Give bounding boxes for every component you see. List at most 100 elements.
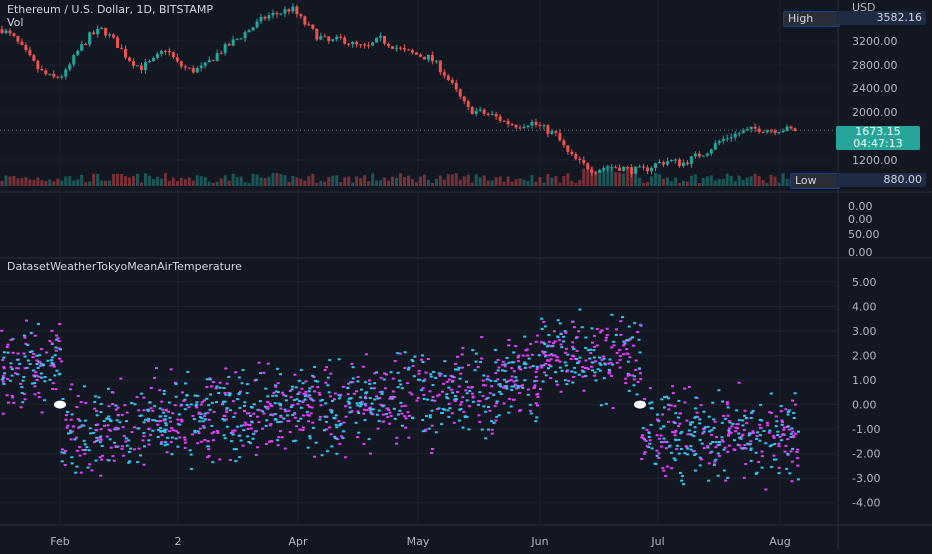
temperature-dot [222, 419, 226, 422]
temperature-dot [458, 408, 462, 411]
temperature-dot [78, 454, 82, 457]
temperature-dot [737, 432, 741, 435]
candle-body [275, 13, 279, 15]
temperature-dot [689, 421, 693, 424]
temperature-dot [755, 471, 759, 474]
temperature-dot [525, 354, 529, 357]
temperature-dot [650, 401, 654, 404]
temperature-dot [156, 423, 160, 426]
temperature-dot [436, 394, 440, 397]
temperature-dot [383, 387, 387, 390]
candle-body [494, 113, 498, 117]
temperature-dot [430, 451, 434, 454]
temperature-dot [171, 429, 175, 432]
candle-body [155, 53, 159, 58]
temperature-dot [256, 408, 260, 411]
volume-bar [717, 178, 721, 186]
temperature-dot [152, 419, 156, 422]
volume-bar [323, 181, 327, 186]
temperature-dot [382, 378, 386, 381]
temperature-dot [626, 339, 630, 342]
temperature-dot [301, 429, 305, 432]
temperature-dot [291, 385, 295, 388]
temperature-dot [320, 398, 324, 401]
temperature-dot [368, 452, 372, 455]
candle-body [135, 65, 139, 67]
temperature-dot [180, 418, 184, 421]
candle-body [550, 131, 554, 134]
temperature-dot [142, 421, 146, 424]
volume-bar [474, 174, 478, 186]
temperature-dot [159, 442, 163, 445]
temperature-dot [406, 368, 410, 371]
temperature-dot [796, 448, 800, 451]
volume-bar [693, 174, 697, 186]
temperature-dot [673, 434, 677, 437]
volume-bar [769, 174, 773, 186]
temperature-dot [316, 386, 320, 389]
volume-bar [709, 175, 713, 186]
temperature-dot [560, 346, 564, 349]
candle-body [28, 50, 32, 56]
temperature-dot [163, 415, 167, 418]
temperature-dot [310, 385, 314, 388]
temperature-dot [3, 372, 7, 375]
temperature-dot [590, 341, 594, 344]
volume-label[interactable]: Vol [7, 16, 24, 29]
volume-bar [20, 177, 24, 186]
temperature-dot [347, 403, 351, 406]
temperature-dot [323, 415, 327, 418]
temperature-dot [599, 404, 603, 407]
candle-body [299, 14, 303, 17]
temperature-dot [203, 412, 207, 415]
volume-bar [781, 173, 785, 186]
indicator-title[interactable]: DatasetWeatherTokyoMeanAirTemperature [7, 260, 242, 273]
temperature-dot [325, 366, 329, 369]
temperature-dot [157, 420, 161, 423]
price-tick: 2400.00 [852, 82, 898, 95]
volume-bar [697, 182, 701, 186]
temperature-dot [99, 435, 103, 438]
temperature-dot [407, 436, 411, 439]
temperature-dot [410, 358, 414, 361]
candle-body [243, 32, 247, 39]
volume-bar [235, 176, 239, 186]
volume-bar [486, 180, 490, 186]
temperature-dot [170, 453, 174, 456]
temperature-dot [60, 451, 64, 454]
temperature-dot [674, 438, 678, 441]
temperature-dot [382, 420, 386, 423]
volume-bar [446, 174, 450, 186]
temperature-dot [764, 442, 768, 445]
temperature-dot [301, 414, 305, 417]
temperature-dot [198, 420, 202, 423]
temperature-dot [311, 374, 315, 377]
volume-bar [454, 173, 458, 186]
temperature-dot [615, 361, 619, 364]
temperature-dot [461, 396, 465, 399]
temperature-dot [534, 370, 538, 373]
temperature-dot [293, 373, 297, 376]
temperature-dot [99, 438, 103, 441]
temperature-dot [446, 397, 450, 400]
candle-body [634, 166, 638, 174]
candle-body [542, 125, 546, 127]
volume-bar [705, 176, 709, 186]
temperature-dot [604, 339, 608, 342]
symbol-title[interactable]: Ethereum / U.S. Dollar, 1D, BITSTAMP [7, 3, 213, 16]
temperature-dot [21, 379, 25, 382]
temperature-dot [147, 443, 151, 446]
temperature-dot [656, 413, 660, 416]
temperature-dot [693, 469, 697, 472]
time-tick: Jun [530, 535, 548, 548]
temperature-dot [689, 445, 693, 448]
temperature-dot [78, 446, 82, 449]
temperature-dot [669, 451, 673, 454]
temperature-dot [744, 447, 748, 450]
temperature-dot [48, 339, 52, 342]
volume-bar [36, 177, 40, 186]
temperature-dot [533, 380, 537, 383]
temperature-dot [603, 362, 607, 365]
